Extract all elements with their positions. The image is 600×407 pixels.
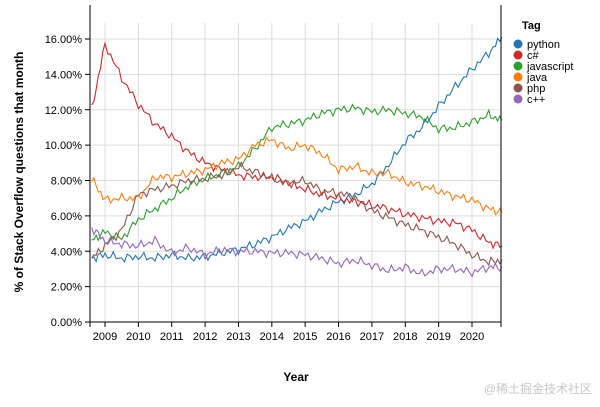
grid-lines (90, 23, 501, 323)
legend-label-c#: c# (527, 50, 540, 62)
legend-swatch-php (513, 83, 523, 93)
x-tick-label: 2019 (426, 331, 450, 343)
x-tick-label: 2017 (360, 331, 384, 343)
y-tick-label: 14.00% (45, 69, 83, 81)
series-line-python (91, 36, 503, 264)
series-line-php (91, 161, 503, 267)
series-lines (91, 36, 503, 278)
legend-title: Tag (522, 20, 541, 32)
x-tick-label: 2018 (393, 331, 417, 343)
series-line-javascript (91, 103, 503, 242)
series-line-java (91, 136, 503, 216)
x-tick-label: 2013 (226, 331, 250, 343)
legend-label-java: java (526, 72, 548, 84)
y-tick-label: 2.00% (51, 282, 82, 294)
x-tick-label: 2012 (193, 331, 217, 343)
legend-swatch-java (513, 72, 523, 82)
legend-swatch-c# (513, 50, 523, 60)
series-line-c++ (91, 227, 503, 278)
legend-label-php: php (527, 83, 545, 95)
y-axis-title: % of Stack Overflow questions that month (12, 52, 26, 293)
legend-swatch-python (513, 39, 523, 49)
y-tick-label: 4.00% (51, 246, 82, 258)
legend-label-c++: c++ (527, 94, 545, 106)
watermark: @稀土掘金技术社区 (483, 382, 592, 396)
y-tick-label: 0.00% (51, 317, 82, 329)
series-line-c# (91, 41, 503, 250)
x-tick-label: 2009 (93, 331, 117, 343)
x-tick-label: 2020 (460, 331, 484, 343)
legend-label-javascript: javascript (526, 61, 573, 73)
legend-swatch-c++ (513, 94, 523, 104)
x-tick-label: 2010 (126, 331, 150, 343)
y-tick-label: 6.00% (51, 211, 82, 223)
x-axis-title: Year (283, 370, 309, 384)
y-tick-label: 10.00% (45, 140, 83, 152)
legend-swatch-javascript (513, 61, 523, 71)
x-tick-label: 2011 (160, 331, 184, 343)
axes: 0.00% 2.00% 4.00% 6.00% 8.00% 10.00% 12.00% 14.… (45, 5, 502, 343)
x-tick-label: 2015 (293, 331, 317, 343)
legend-label-python: python (527, 39, 560, 51)
y-tick-label: 16.00% (45, 34, 83, 46)
x-tick-label: 2014 (260, 331, 284, 343)
y-tick-label: 12.00% (45, 105, 83, 117)
x-tick-label: 2016 (326, 331, 350, 343)
y-tick-label: 8.00% (51, 176, 82, 188)
